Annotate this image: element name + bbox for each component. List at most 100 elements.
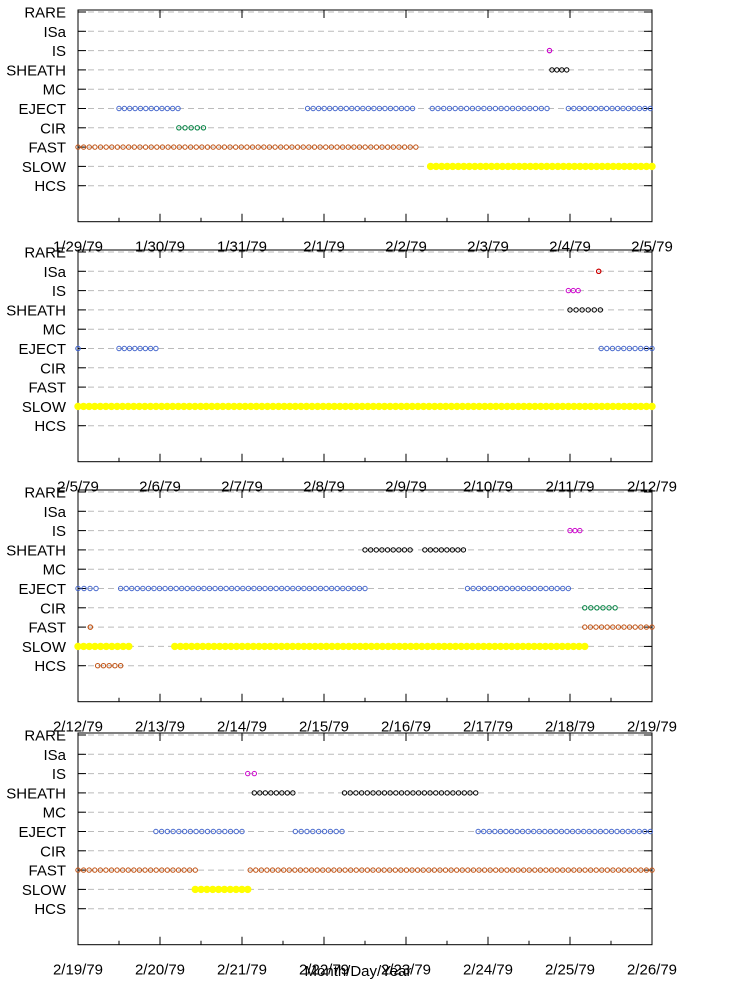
- data-point: [620, 105, 626, 112]
- data-point: [342, 867, 348, 873]
- xtick-label: 2/3/79: [467, 239, 509, 256]
- x-axis-title: Month/Day/Year: [304, 963, 411, 980]
- data-point: [598, 105, 604, 112]
- data-point: [598, 624, 605, 630]
- data-point: [181, 828, 188, 835]
- data-point: [554, 67, 560, 73]
- series-isa-segment: [596, 268, 602, 274]
- data-point: [175, 867, 182, 873]
- data-point: [251, 585, 257, 592]
- category-label: IS: [52, 766, 66, 783]
- category-label: MC: [43, 805, 66, 822]
- xtick-label: 2/2/79: [385, 239, 427, 256]
- data-point: [278, 585, 285, 592]
- data-point: [258, 867, 265, 873]
- data-point: [300, 144, 306, 150]
- data-point: [199, 144, 205, 150]
- data-point: [643, 624, 650, 630]
- data-point: [560, 867, 566, 873]
- series-eject-segment: [116, 345, 159, 352]
- data-point: [387, 105, 394, 112]
- data-point: [103, 144, 109, 150]
- data-point: [247, 867, 253, 873]
- data-point: [221, 144, 228, 150]
- data-point: [520, 867, 527, 873]
- data-point: [444, 790, 450, 796]
- series-cir-segment: [582, 605, 618, 611]
- data-point: [609, 345, 616, 352]
- data-point: [487, 585, 493, 592]
- data-point: [353, 790, 359, 796]
- data-point: [334, 144, 340, 150]
- data-point: [255, 144, 261, 150]
- series-slow-segment: [74, 402, 656, 411]
- data-point: [125, 642, 133, 651]
- data-point: [109, 144, 115, 150]
- data-point: [398, 867, 404, 873]
- data-point: [515, 867, 521, 873]
- data-point: [481, 828, 487, 835]
- data-point: [304, 828, 310, 835]
- data-point: [453, 867, 460, 873]
- data-point: [455, 790, 462, 796]
- data-point: [573, 307, 579, 313]
- data-point: [615, 345, 621, 352]
- data-point: [373, 144, 380, 150]
- data-point: [131, 867, 137, 873]
- xtick-label: 2/21/79: [217, 962, 267, 979]
- data-point: [455, 547, 461, 553]
- data-point: [525, 828, 531, 835]
- data-point: [206, 585, 213, 592]
- category-label: EJECT: [18, 101, 66, 118]
- data-point: [606, 605, 612, 611]
- data-point: [345, 144, 351, 150]
- data-point: [446, 105, 453, 112]
- category-label: ISa: [43, 24, 66, 41]
- data-point: [503, 828, 509, 835]
- data-point: [576, 867, 583, 873]
- data-point: [392, 867, 398, 873]
- data-point: [565, 585, 572, 592]
- data-point: [364, 790, 371, 796]
- panel-4: HCS SLOW FAST CIR EJECT MC SHEATH IS ISa RARE 2/19…: [6, 728, 677, 979]
- data-point: [437, 867, 443, 873]
- data-point: [582, 105, 588, 112]
- data-point: [153, 828, 159, 835]
- data-point: [267, 585, 274, 592]
- category-label: CIR: [40, 120, 66, 137]
- data-point: [643, 345, 650, 352]
- data-point: [626, 624, 633, 630]
- data-point: [452, 105, 458, 112]
- data-point: [229, 585, 235, 592]
- data-point: [117, 585, 124, 592]
- data-point: [420, 867, 426, 873]
- data-point: [643, 867, 650, 873]
- category-label: HCS: [34, 418, 66, 435]
- data-point: [142, 345, 149, 352]
- data-point: [461, 790, 467, 796]
- data-point: [458, 105, 464, 112]
- data-point: [227, 144, 233, 150]
- series-fast-segment: [582, 624, 655, 630]
- data-point: [547, 828, 554, 835]
- data-point: [596, 268, 602, 274]
- data-point: [476, 867, 482, 873]
- data-point: [222, 828, 228, 835]
- data-point: [283, 144, 290, 150]
- data-point: [532, 105, 539, 112]
- data-point: [212, 585, 218, 592]
- data-point: [591, 307, 597, 313]
- data-point: [587, 624, 594, 630]
- data-point: [131, 144, 138, 150]
- data-point: [338, 105, 344, 112]
- data-point: [565, 867, 571, 873]
- data-point: [481, 585, 488, 592]
- panel-3: HCS SLOW FAST CIR EJECT MC SHEATH IS ISa RARE 2/12…: [6, 485, 677, 736]
- series-eject-segment: [75, 345, 81, 352]
- data-point: [381, 867, 387, 873]
- data-point: [328, 585, 335, 592]
- data-point: [232, 144, 239, 150]
- data-point: [469, 105, 476, 112]
- data-point: [362, 547, 368, 553]
- data-point: [295, 585, 302, 592]
